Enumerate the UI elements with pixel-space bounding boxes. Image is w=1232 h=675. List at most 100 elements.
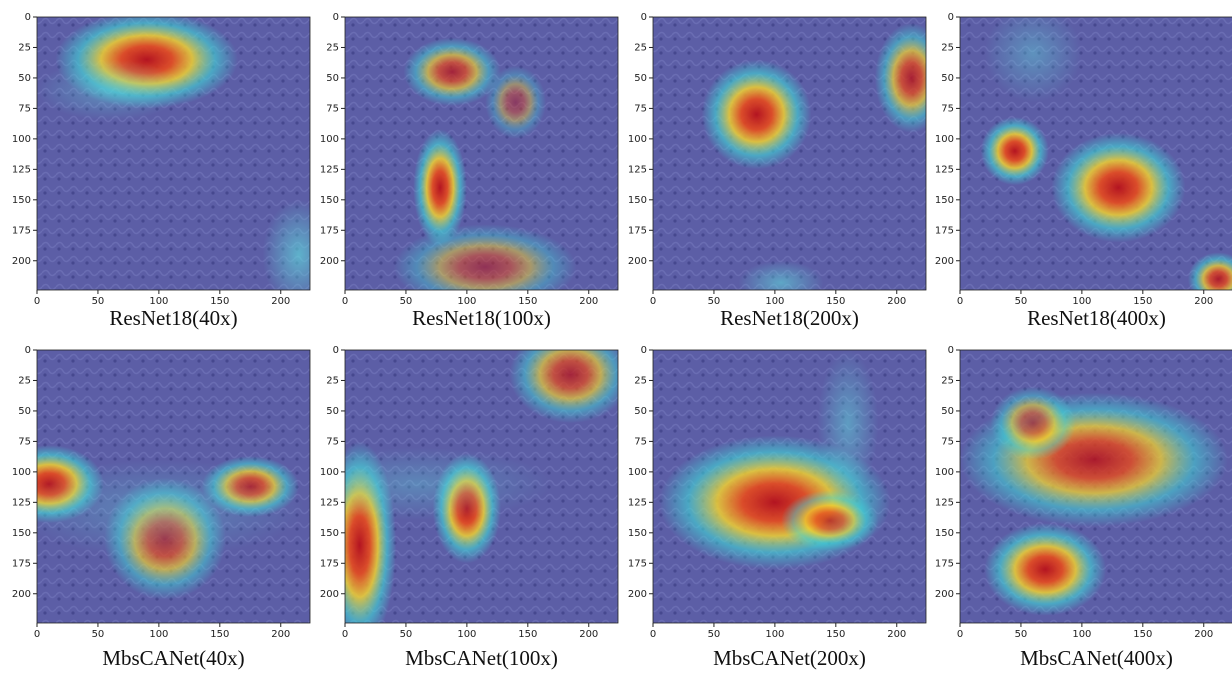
activation [413,129,467,247]
y-tick-label: 125 [320,497,339,508]
y-tick-label: 125 [12,497,31,508]
y-tick-label: 150 [320,528,339,539]
y-tick-label: 50 [941,406,954,417]
activation [37,59,184,121]
x-tick-label: 100 [1072,296,1091,307]
y-tick-label: 0 [25,12,31,23]
heatmap [345,350,618,623]
y-tick-label: 50 [326,73,339,84]
y-tick-label: 75 [18,436,31,447]
y-tick-label: 50 [326,406,339,417]
x-tick-label: 200 [1194,296,1213,307]
y-tick-label: 175 [320,558,339,569]
heatmap [653,350,926,623]
x-tick-label: 0 [34,296,40,307]
y-tick-label: 50 [941,73,954,84]
y-tick-label: 175 [12,225,31,236]
panel: 0 50 100 150 200 0 25 50 75 100 125 150 175 200 ResNet… [320,12,619,330]
x-tick-label: 200 [887,296,906,307]
y-tick-label: 25 [326,42,339,53]
panel: 0 50 100 150 200 0 25 50 75 100 125 150 175 200 MbsCAN… [628,345,927,670]
x-tick-label: 0 [34,629,40,640]
axes-frame [652,349,927,624]
y-tick-label: 100 [320,134,339,145]
x-tick-label: 200 [887,629,906,640]
x-tick-label: 0 [957,629,963,640]
y-tick-label: 150 [12,528,31,539]
y-tick-label: 25 [326,375,339,386]
y-tick-label: 75 [941,103,954,114]
y-tick-label: 100 [12,134,31,145]
y-tick-label: 200 [628,589,647,600]
x-tick-label: 150 [1133,296,1152,307]
axes-frame [36,16,311,291]
activation [262,199,310,290]
x-tick-label: 150 [518,629,537,640]
caption: ResNet18(200x) [720,306,859,330]
y-tick-label: 75 [326,436,339,447]
y-tick-label: 175 [628,225,647,236]
activation [780,490,879,552]
y-tick-label: 50 [634,73,647,84]
panel: 0 50 100 150 200 0 25 50 75 100 125 150 175 200 ResNet… [12,12,311,330]
y-tick-label: 200 [935,589,954,600]
activation [984,17,1082,103]
activation [509,350,618,424]
x-tick-label: 100 [457,296,476,307]
y-tick-label: 25 [941,42,954,53]
activation [345,447,553,521]
x-tick-label: 0 [957,296,963,307]
x-tick-label: 0 [650,296,656,307]
activation [990,386,1076,460]
y-tick-label: 175 [628,558,647,569]
x-tick-label: 150 [826,629,845,640]
activation [1187,252,1232,290]
x-tick-label: 100 [457,629,476,640]
y-tick-label: 200 [12,256,31,267]
heatmap [653,17,926,290]
y-tick-label: 50 [634,406,647,417]
x-tick-label: 50 [708,629,721,640]
axes-frame [344,349,619,624]
x-tick-label: 150 [518,296,537,307]
caption: MbsCANet(400x) [1020,646,1173,670]
x-tick-label: 50 [400,629,413,640]
heatmap [960,350,1232,623]
y-tick-label: 75 [941,436,954,447]
activation [817,350,879,497]
y-tick-label: 75 [18,103,31,114]
heatmap [37,350,310,623]
axes-frame [652,16,927,291]
y-tick-label: 150 [935,195,954,206]
y-tick-label: 25 [634,42,647,53]
caption: ResNet18(100x) [412,306,551,330]
y-tick-label: 125 [320,164,339,175]
y-tick-label: 25 [634,375,647,386]
axes-frame [959,349,1232,624]
y-tick-label: 100 [320,467,339,478]
y-tick-label: 175 [320,225,339,236]
y-tick-label: 200 [320,256,339,267]
y-tick-label: 200 [935,256,954,267]
x-tick-label: 50 [708,296,721,307]
y-tick-label: 0 [948,12,954,23]
y-tick-label: 75 [634,436,647,447]
y-tick-label: 175 [935,225,954,236]
activation [984,523,1107,616]
x-tick-label: 100 [149,629,168,640]
caption: MbsCANet(40x) [102,646,244,670]
x-tick-label: 50 [1015,296,1028,307]
x-tick-label: 200 [579,296,598,307]
panel: 0 50 100 150 200 0 25 50 75 100 125 150 175 200 MbsCAN… [12,345,311,670]
x-tick-label: 50 [92,296,105,307]
y-tick-label: 0 [641,345,647,356]
y-tick-label: 200 [320,589,339,600]
activation [980,116,1049,186]
y-tick-label: 0 [641,12,647,23]
x-tick-label: 150 [1133,629,1152,640]
x-tick-label: 50 [92,629,105,640]
panel: 0 50 100 150 200 0 25 50 75 100 125 150 175 200 ResNet… [628,12,927,330]
x-tick-label: 150 [210,296,229,307]
axes-frame [344,16,619,291]
y-tick-label: 150 [935,528,954,539]
